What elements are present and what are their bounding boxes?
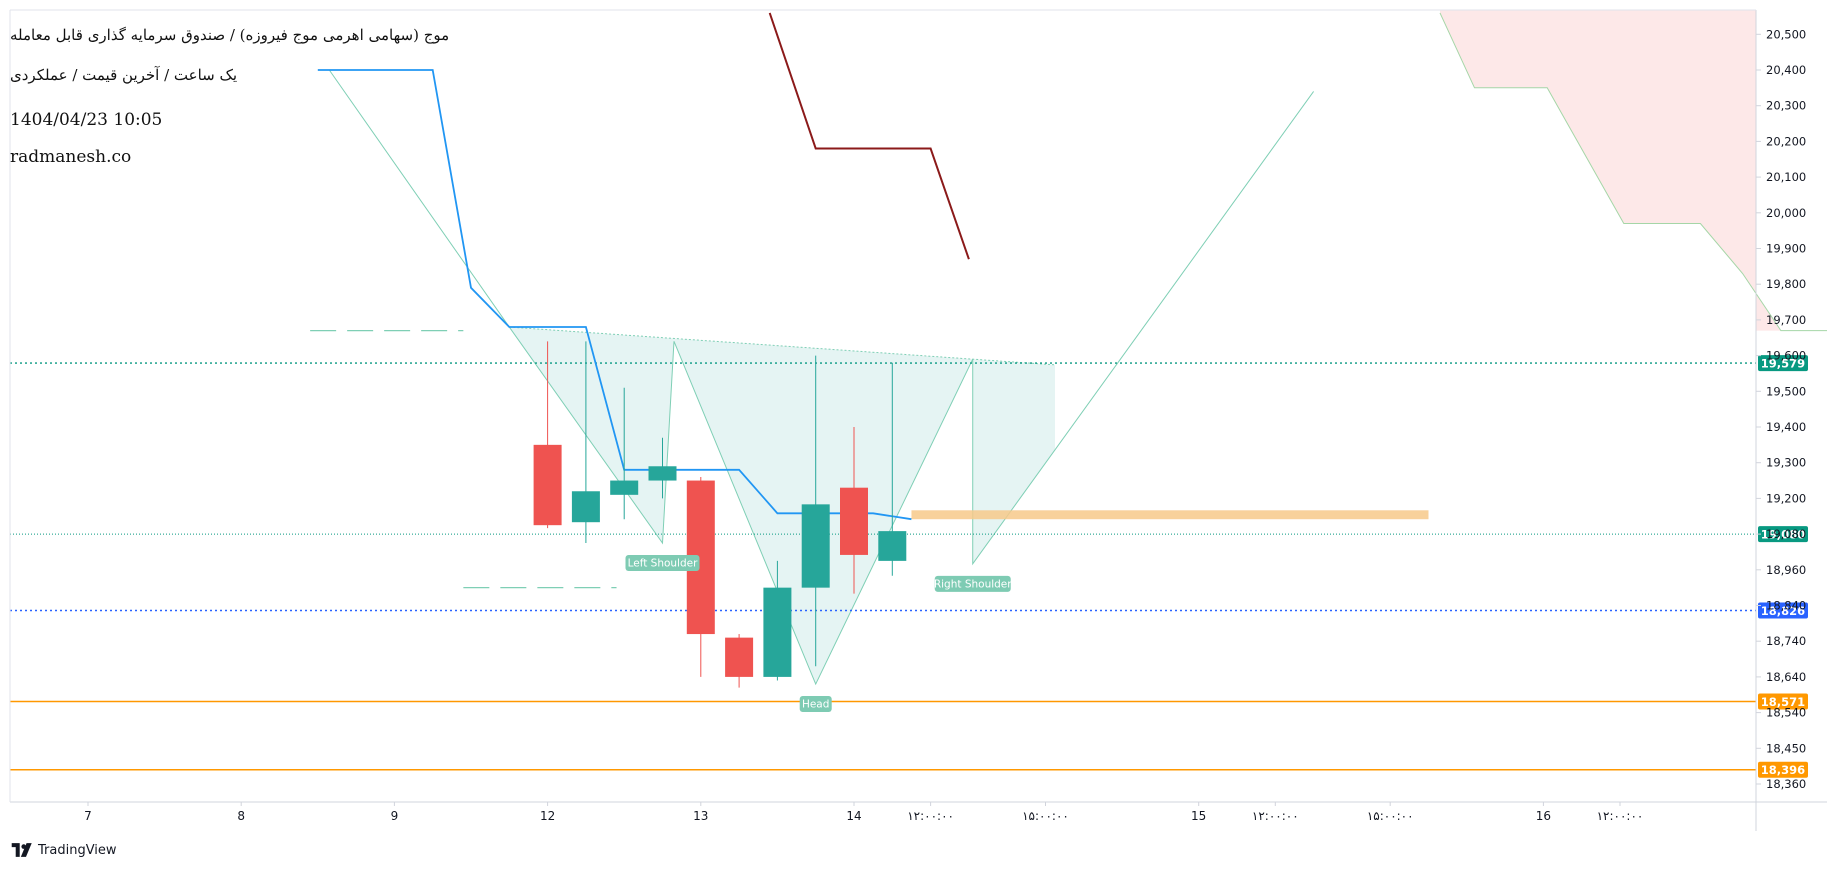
- candle-body: [533, 444, 562, 526]
- chart-subtitle: یک ساعت / آخرین قیمت / عملکردی: [10, 66, 238, 84]
- price-badge-label: 19,080: [1761, 528, 1805, 542]
- axes: 18,360 18,450 18,540 18,640 18,740 18,840 18,9…: [9, 9, 1827, 831]
- cloud-fill: [1439, 10, 1827, 331]
- candle[interactable]: [686, 476, 715, 677]
- candle-body: [725, 637, 754, 677]
- candle-body: [840, 487, 868, 555]
- chart-title: موج (سهامی اهرمی موج فیروزه) / صندوق سرم…: [10, 26, 450, 44]
- head-shoulders-pattern: [328, 69, 1315, 686]
- candle-body: [801, 504, 830, 588]
- x-tick-label: 7: [84, 809, 92, 823]
- price-badge: [1758, 602, 1808, 619]
- y-tick-label: 19,700: [1766, 313, 1806, 327]
- tradingview-brand[interactable]: TradingView: [10, 842, 117, 858]
- x-tick-label: ۱۲:۰۰:۰۰: [1597, 809, 1644, 823]
- y-tick-label: 19,200: [1766, 491, 1806, 505]
- y-tick-label: 19,300: [1766, 456, 1806, 470]
- candle-body: [878, 531, 907, 561]
- candle-body: [571, 491, 600, 523]
- price-badge-label: 18,826: [1761, 604, 1805, 618]
- right-shoulder-label: Right Shoulder: [934, 578, 1012, 590]
- dashed-segments: [310, 329, 617, 589]
- cloud-edge: [1439, 12, 1827, 332]
- brand-name: TradingView: [38, 842, 117, 858]
- x-tick-label: 8: [237, 809, 245, 823]
- left-shoulder-label: Left Shoulder: [628, 558, 699, 570]
- y-tick-label: 18,360: [1766, 777, 1806, 791]
- y-tick-label: 19,080: [1766, 527, 1806, 541]
- cloud-area: [1439, 10, 1827, 332]
- left-shoulder-label-bg: [625, 555, 700, 572]
- candle[interactable]: [763, 560, 792, 681]
- price-badge-label: 18,396: [1761, 763, 1805, 777]
- head-label-bg: [799, 696, 832, 713]
- price-badge: [1758, 761, 1808, 778]
- y-tick-label: 20,000: [1766, 206, 1806, 220]
- y-tick-label: 18,740: [1766, 634, 1806, 648]
- x-tick-label: ۱۵:۰۰:۰۰: [1022, 809, 1069, 823]
- candle[interactable]: [725, 634, 754, 688]
- y-tick-label: 18,960: [1766, 563, 1806, 577]
- y-tick-label: 20,100: [1766, 170, 1806, 184]
- orange-band: [911, 510, 1429, 520]
- y-tick-label: 19,400: [1766, 420, 1806, 434]
- y-tick-label: 19,600: [1766, 349, 1806, 363]
- head-label: Head: [802, 699, 829, 711]
- price-badge: [1758, 355, 1808, 372]
- x-tick-label: 14: [846, 809, 861, 823]
- x-tick-label: 9: [391, 809, 399, 823]
- y-tick-label: 20,400: [1766, 63, 1806, 77]
- candle[interactable]: [533, 341, 562, 529]
- candle[interactable]: [648, 437, 677, 499]
- price-badge: [1758, 526, 1808, 543]
- maroon-line: [768, 12, 970, 260]
- y-tick-label: 18,540: [1766, 706, 1806, 720]
- pattern-fill: [509, 327, 1055, 685]
- right-shoulder-label-bg: [934, 575, 1011, 592]
- neckline: [509, 326, 1056, 366]
- y-tick-label: 19,800: [1766, 277, 1806, 291]
- chart-datetime: 1404/04/23 10:05: [10, 110, 163, 130]
- y-tick-label: 20,500: [1766, 27, 1806, 41]
- x-tick-label: 12: [540, 809, 555, 823]
- x-tick-label: ۱۲:۰۰:۰۰: [907, 809, 954, 823]
- candle[interactable]: [878, 362, 907, 576]
- y-tick-label: 20,300: [1766, 99, 1806, 113]
- candle-body: [763, 587, 792, 677]
- candle-body: [610, 480, 639, 495]
- price-badge: [1758, 693, 1808, 710]
- pattern-labels: Left Shoulder Head Right Shoulder: [625, 555, 1012, 713]
- x-tick-label: 16: [1536, 809, 1551, 823]
- candle[interactable]: [610, 387, 639, 520]
- candle-body: [648, 466, 677, 481]
- y-tick-label: 19,900: [1766, 242, 1806, 256]
- x-tick-label: 13: [693, 809, 708, 823]
- x-tick-label: 15: [1191, 809, 1206, 823]
- website-label: radmanesh.co: [10, 147, 132, 167]
- pattern-outline: [328, 69, 1315, 686]
- y-tick-label: 19,500: [1766, 384, 1806, 398]
- candle[interactable]: [571, 341, 600, 544]
- price-badge-label: 18,571: [1761, 695, 1805, 709]
- candle[interactable]: [840, 427, 868, 594]
- y-tick-label: 18,450: [1766, 741, 1806, 755]
- resistance-band: [911, 510, 1429, 520]
- y-tick-label: 20,200: [1766, 134, 1806, 148]
- x-tick-label: ۱۵:۰۰:۰۰: [1367, 809, 1414, 823]
- tradingview-logo-icon: [11, 843, 32, 857]
- price-levels: 19,579 19,080 18,826 18,571 18,396: [10, 355, 1808, 778]
- candle[interactable]: [801, 355, 830, 667]
- y-tick-label: 18,840: [1766, 599, 1806, 613]
- price-badge-label: 19,579: [1761, 357, 1805, 371]
- y-tick-label: 18,640: [1766, 670, 1806, 684]
- candles[interactable]: [533, 341, 907, 688]
- x-tick-label: ۱۲:۰۰:۰۰: [1252, 809, 1299, 823]
